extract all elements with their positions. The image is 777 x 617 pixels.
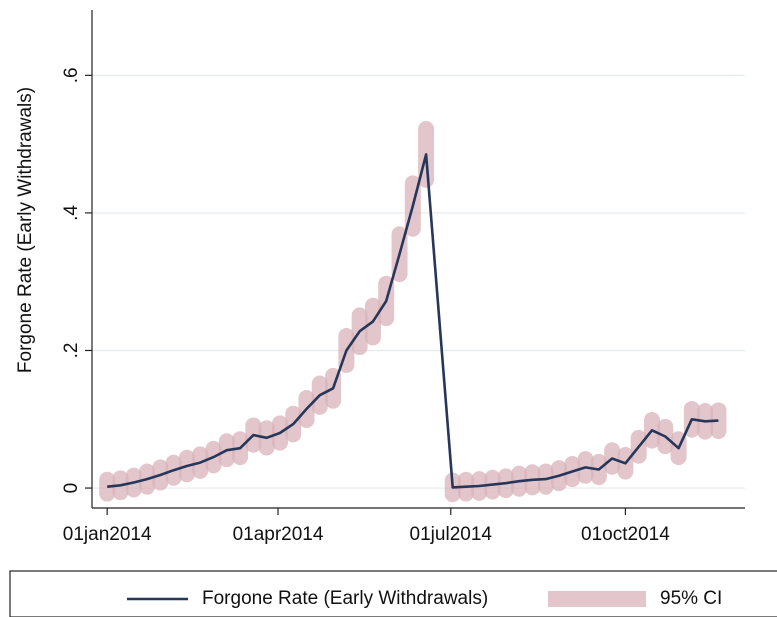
x-tick-label: 01oct2014 bbox=[581, 524, 670, 545]
x-tick-label: 01jan2014 bbox=[63, 524, 152, 545]
x-tick-label: 01jul2014 bbox=[410, 524, 493, 545]
y-axis-title: Forgone Rate (Early Withdrawals) bbox=[15, 87, 36, 373]
y-tick-label: 0 bbox=[61, 483, 82, 494]
legend-label: Forgone Rate (Early Withdrawals) bbox=[202, 588, 488, 609]
x-tick-label: 01apr2014 bbox=[233, 524, 324, 545]
y-tick-label: .4 bbox=[61, 205, 82, 221]
legend-box bbox=[9, 570, 777, 617]
legend: Forgone Rate (Early Withdrawals) 95% CI bbox=[9, 570, 777, 617]
y-tick-label: .6 bbox=[61, 67, 82, 83]
legend-label: 95% CI bbox=[660, 588, 722, 609]
y-tick-label: .2 bbox=[61, 343, 82, 359]
series-line bbox=[107, 153, 719, 489]
